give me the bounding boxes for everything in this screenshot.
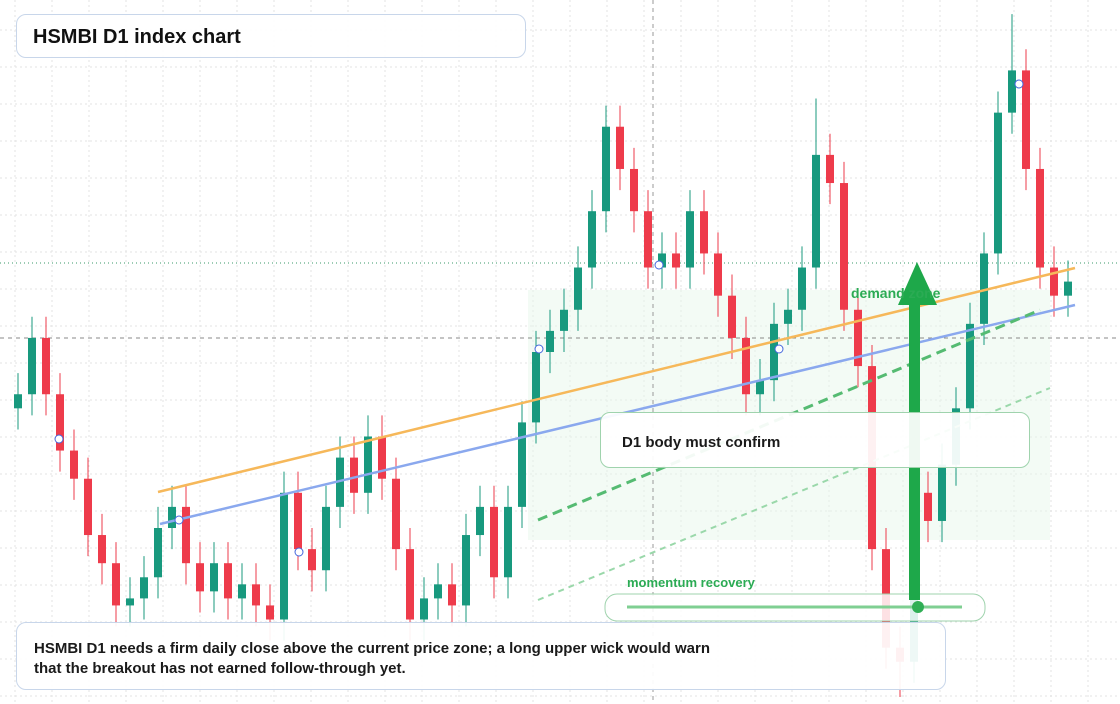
- candle-body: [252, 584, 260, 606]
- candle-body: [434, 584, 442, 599]
- candle-body: [602, 126, 610, 212]
- candle-body: [490, 506, 498, 578]
- candle-body: [644, 211, 652, 268]
- confirm-box: D1 body must confirm: [600, 412, 1030, 468]
- candle-body: [280, 492, 288, 620]
- candle-body: [196, 563, 204, 592]
- candle-body: [238, 584, 246, 599]
- candle-body: [1064, 281, 1072, 296]
- candle-body: [686, 211, 694, 268]
- candle-body: [98, 535, 106, 564]
- note-text: HSMBI D1 needs a firm daily close above …: [34, 640, 710, 677]
- momentum-label: momentum recovery: [627, 575, 755, 590]
- trend-line: [157, 266, 1076, 494]
- candle-body: [574, 267, 582, 310]
- momentum-knob: [912, 601, 924, 613]
- candle-body: [700, 211, 708, 254]
- candle-body: [336, 457, 344, 507]
- candle-body: [28, 337, 36, 395]
- candle-body: [168, 506, 176, 528]
- candle-body: [840, 183, 848, 310]
- candle-body: [378, 436, 386, 479]
- candle-body: [84, 478, 92, 536]
- candle-body: [70, 450, 78, 479]
- candle-body: [154, 528, 162, 578]
- candle-body: [532, 352, 540, 423]
- candle-body: [504, 506, 512, 578]
- candle-body: [994, 112, 1002, 254]
- candle-body: [322, 506, 330, 571]
- candle-body: [728, 295, 736, 338]
- candle-body: [56, 394, 64, 451]
- candle-body: [448, 584, 456, 606]
- candle-body: [42, 337, 50, 395]
- candle-body: [476, 506, 484, 536]
- candle-body: [112, 563, 120, 606]
- arrow-head: [898, 262, 937, 305]
- candle-body: [210, 563, 218, 592]
- candle-body: [546, 330, 554, 352]
- candle-body: [308, 549, 316, 571]
- candle-body: [126, 598, 134, 606]
- candle-body: [938, 464, 946, 521]
- candle-body: [588, 211, 596, 268]
- candle-body: [714, 253, 722, 296]
- candle-body: [826, 154, 834, 184]
- candle-body: [658, 253, 666, 268]
- candle-body: [742, 337, 750, 395]
- candle-body: [812, 154, 820, 268]
- chart-title: HSMBI D1 index chart: [33, 26, 241, 48]
- candle-body: [784, 309, 792, 324]
- markers: [54, 79, 1024, 557]
- projection-line: [537, 387, 1051, 601]
- candle-body: [518, 422, 526, 507]
- candle-body: [756, 380, 764, 395]
- candle-body: [630, 168, 638, 212]
- candle-body: [462, 535, 470, 606]
- candle-body: [770, 323, 778, 381]
- candle-body: [798, 267, 806, 310]
- note-box: HSMBI D1 needs a firm daily close above …: [16, 622, 946, 690]
- candle-body: [224, 563, 232, 599]
- candle-body: [560, 309, 568, 331]
- candle-body: [924, 492, 932, 521]
- candle-body: [672, 253, 680, 268]
- title-box: HSMBI D1 index chart: [16, 14, 526, 58]
- candle-body: [854, 309, 862, 367]
- candle-body: [140, 577, 148, 599]
- candle-body: [1008, 70, 1016, 113]
- candle-body: [14, 394, 22, 409]
- candle-body: [266, 605, 274, 620]
- confirm-label: D1 body must confirm: [622, 434, 781, 451]
- candle-body: [406, 549, 414, 620]
- candle-body: [364, 436, 372, 493]
- candle-body: [420, 598, 428, 620]
- candle-body: [294, 492, 302, 550]
- candle-body: [182, 506, 190, 564]
- candle-body: [1050, 267, 1058, 296]
- candle-body: [1022, 70, 1030, 169]
- candle-body: [392, 478, 400, 550]
- candle-body: [980, 253, 988, 324]
- candle-body: [350, 457, 358, 493]
- zone-label: demand zone: [851, 285, 941, 301]
- candle-body: [616, 126, 624, 169]
- candle-body: [1036, 168, 1044, 268]
- candle-body: [966, 323, 974, 409]
